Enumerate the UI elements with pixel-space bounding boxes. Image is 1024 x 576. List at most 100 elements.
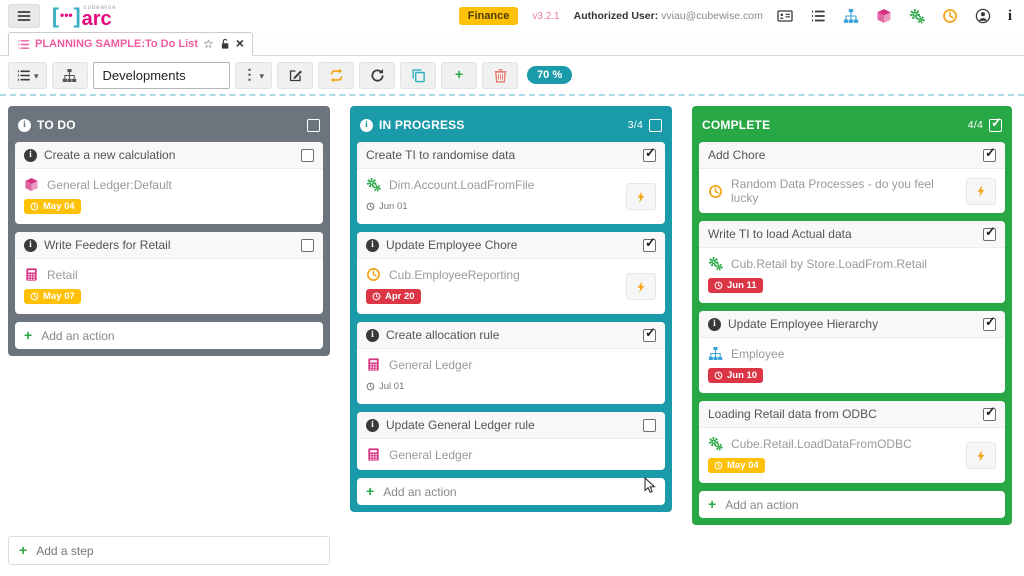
task-card[interactable]: Write TI to load Actual data Cub.Retail … [699, 221, 1005, 303]
task-card-header: Create allocation rule [357, 322, 665, 349]
task-checkbox[interactable] [643, 418, 656, 432]
task-checkbox[interactable] [301, 148, 314, 162]
column-header-todo[interactable]: TO DO [15, 113, 323, 142]
due-date-badge: May 04 [24, 199, 81, 214]
task-card-header: Add Chore [699, 142, 1005, 169]
column-count: 3/4 [627, 119, 643, 131]
task-checkbox[interactable] [983, 145, 996, 162]
task-object: Cub.EmployeeReporting [389, 267, 520, 282]
chevron-down-icon [34, 66, 39, 84]
mouse-cursor [642, 477, 659, 494]
tab-title: PLANNING SAMPLE:To Do List [35, 38, 198, 50]
task-checkbox[interactable] [983, 404, 996, 421]
task-card[interactable]: Update Employee Hierarchy Employee Jun 1… [699, 311, 1005, 393]
user-account-icon[interactable] [975, 8, 991, 24]
column-checkbox[interactable] [989, 115, 1002, 132]
id-card-icon[interactable] [777, 8, 793, 24]
task-title: Create TI to randomise data [366, 148, 516, 162]
rule-icon [366, 447, 381, 462]
task-card[interactable]: Write Feeders for Retail Retail May 07 [15, 232, 323, 314]
bolt-icon [635, 191, 647, 203]
info-icon [18, 118, 31, 132]
run-process-button[interactable] [966, 442, 996, 469]
process-icon [708, 256, 723, 271]
chore-clock-icon[interactable] [942, 8, 958, 24]
info-icon [708, 317, 721, 331]
list-icon[interactable] [810, 8, 826, 24]
clock-icon [714, 371, 723, 380]
task-title: Update General Ledger rule [386, 418, 535, 432]
delete-button[interactable] [482, 61, 519, 89]
hamburger-icon [16, 8, 32, 24]
cube-icon [24, 177, 39, 192]
hamburger-menu-button[interactable] [8, 4, 40, 28]
task-card[interactable]: Create TI to randomise data Dim.Account.… [357, 142, 665, 224]
plus-icon [366, 484, 374, 499]
task-checkbox[interactable] [301, 238, 314, 252]
column-checkbox[interactable] [307, 118, 320, 132]
plus-icon [24, 328, 32, 343]
task-card[interactable]: Update Employee Chore Cub.EmployeeReport… [357, 232, 665, 314]
add-action-button[interactable]: Add an action [357, 478, 665, 505]
environment-badge[interactable]: Finance [458, 7, 519, 25]
add-button[interactable] [441, 61, 478, 89]
run-chore-button[interactable] [966, 177, 996, 205]
hierarchy-icon[interactable] [843, 8, 859, 24]
info-icon [366, 418, 379, 432]
trash-icon [493, 68, 508, 83]
info-icon[interactable]: i [1007, 7, 1012, 24]
add-step-label: Add a step [36, 543, 94, 558]
task-checkbox[interactable] [643, 145, 656, 162]
task-card[interactable]: Create allocation rule General Ledger Ju… [357, 322, 665, 404]
task-card-body: Dim.Account.LoadFromFile Jun 01 [357, 169, 665, 224]
task-card-body: General Ledger Jul 01 [357, 349, 665, 404]
due-date-badge: Jun 10 [708, 368, 764, 383]
column-checkbox[interactable] [649, 118, 662, 132]
hierarchy-view-button[interactable] [51, 61, 88, 89]
cube-icon[interactable] [876, 8, 892, 24]
more-options-dropdown-button[interactable] [234, 61, 273, 89]
process-icon [366, 177, 381, 192]
task-checkbox[interactable] [983, 224, 996, 241]
list-view-dropdown-button[interactable] [8, 61, 47, 89]
logo-name: arc [81, 7, 112, 30]
reprocess-button[interactable] [318, 61, 355, 89]
task-card[interactable]: Add Chore Random Data Processes - do you… [699, 142, 1005, 213]
copy-button[interactable] [400, 61, 437, 89]
close-tab-icon[interactable] [236, 35, 244, 53]
unlock-icon[interactable] [219, 38, 231, 50]
add-action-button[interactable]: Add an action [15, 322, 323, 349]
task-title: Add Chore [708, 148, 766, 162]
chevron-down-icon [260, 66, 265, 84]
add-step-button[interactable]: Add a step [8, 536, 330, 565]
task-object: General Ledger [389, 357, 473, 372]
favorite-star-icon[interactable] [203, 35, 214, 53]
task-checkbox[interactable] [983, 314, 996, 331]
board-name-input[interactable] [92, 61, 230, 89]
authorized-user: Authorized User: vviau@cubewise.com [574, 10, 763, 22]
run-chore-button[interactable] [626, 273, 656, 300]
refresh-button[interactable] [359, 61, 396, 89]
edit-button[interactable] [277, 61, 314, 89]
column-title: COMPLETE [702, 118, 771, 132]
column-header-complete[interactable]: COMPLETE 4/4 [699, 113, 1005, 142]
tab-bar: PLANNING SAMPLE:To Do List [0, 32, 1024, 56]
task-card[interactable]: Loading Retail data from ODBC Cube.Retai… [699, 401, 1005, 483]
task-card[interactable]: Update General Ledger rule General Ledge… [357, 412, 665, 470]
column-header-in-progress[interactable]: IN PROGRESS 3/4 [357, 113, 665, 142]
add-action-button[interactable]: Add an action [699, 491, 1005, 518]
process-icon [708, 436, 723, 451]
bolt-icon [635, 281, 647, 293]
board-toolbar: 70 % [0, 56, 1024, 94]
task-checkbox[interactable] [643, 325, 656, 342]
hierarchy-icon [708, 346, 723, 361]
column-todo: TO DO Create a new calculation General L… [8, 106, 330, 356]
tab-planning-sample[interactable]: PLANNING SAMPLE:To Do List [8, 32, 253, 56]
plus-icon [19, 543, 27, 558]
edit-pencil-icon [288, 68, 303, 83]
task-object: Dim.Account.LoadFromFile [389, 177, 535, 192]
task-checkbox[interactable] [643, 235, 656, 252]
process-gears-icon[interactable] [909, 8, 925, 24]
task-card[interactable]: Create a new calculation General Ledger:… [15, 142, 323, 224]
run-process-button[interactable] [626, 183, 656, 210]
